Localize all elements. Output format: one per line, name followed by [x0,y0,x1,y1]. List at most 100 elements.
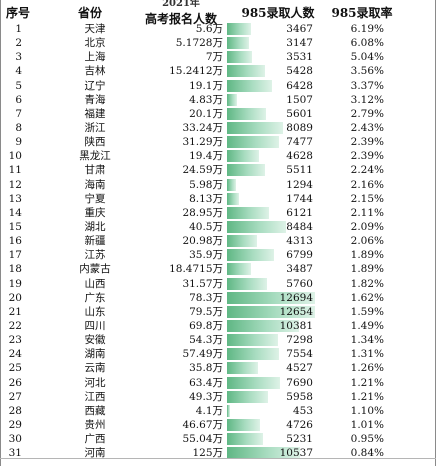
table-row: 31 河南 125万 10537 0.84% [0,446,436,460]
row-admit-bar [227,263,315,276]
row-exam-count: 4.83万 [189,93,223,106]
row-province: 广西 [84,433,106,446]
row-985-rate: 3.12% [350,93,384,106]
row-admit-bar [227,164,315,177]
row-seq: 27 [8,390,22,403]
row-seq: 18 [8,263,22,276]
row-seq: 21 [8,305,22,318]
row-admit-bar [227,249,315,262]
row-seq: 1 [15,23,22,35]
table-row: 6 青海 4.83万 1507 3.12% [0,93,436,107]
row-seq: 6 [15,93,22,106]
row-exam-count: 20.98万 [182,235,223,248]
row-admit-bar [227,390,315,403]
row-985-rate: 2.15% [350,192,384,205]
row-seq: 17 [8,249,22,262]
row-985-rate: 1.10% [350,404,384,417]
row-985-admit: 7554 [286,348,313,361]
row-985-admit: 1507 [286,93,313,106]
row-985-rate: 2.06% [350,235,384,248]
row-985-rate: 6.08% [350,37,384,50]
table-row: 28 西藏 4.1万 453 1.10% [0,404,436,418]
row-985-admit: 8484 [286,220,313,233]
row-exam-count: 31.57万 [182,277,223,290]
row-exam-count: 63.4万 [189,376,223,389]
row-985-rate: 5.04% [350,51,384,64]
row-province: 湖北 [84,220,106,233]
table-row: 10 黑龙江 19.4万 4628 2.39% [0,149,436,163]
row-exam-count: 7万 [205,51,223,64]
row-admit-bar [227,235,315,248]
table-row: 15 湖北 40.5万 8484 2.09% [0,220,436,234]
row-exam-count: 78.3万 [189,291,223,304]
table-row: 25 云南 35.8万 4527 1.26% [0,361,436,375]
table-row: 3 上海 7万 3531 5.04% [0,50,436,64]
row-seq: 16 [8,235,22,248]
table-row: 21 山东 79.5万 12654 1.59% [0,305,436,319]
row-985-rate: 1.21% [350,390,384,403]
row-admit-bar [227,305,315,318]
row-seq: 11 [8,164,22,177]
row-seq: 19 [8,277,22,290]
row-admit-bar-fill [227,65,265,78]
table-row: 2 北京 5.1728万 3147 6.08% [0,36,436,50]
row-985-rate: 1.89% [350,249,384,262]
row-seq: 13 [8,192,22,205]
row-exam-count: 55.04万 [182,433,223,446]
row-seq: 4 [15,65,22,78]
row-985-rate: 0.84% [350,447,384,460]
row-admit-bar-fill [227,93,238,106]
row-985-rate: 3.37% [350,79,384,92]
row-exam-count: 125万 [192,447,223,460]
row-985-admit: 6121 [286,206,313,219]
table-row: 8 浙江 33.24万 8089 2.43% [0,121,436,135]
row-exam-count: 35.8万 [189,362,223,375]
row-admit-bar-fill [227,37,249,50]
row-985-admit: 3487 [286,263,313,276]
row-exam-count: 19.1万 [189,79,223,92]
row-985-admit: 3147 [286,37,313,50]
row-exam-count: 4.1万 [195,404,223,417]
row-admit-bar [227,178,315,191]
row-province: 湖南 [84,348,106,361]
row-exam-count: 28.95万 [182,206,223,219]
row-province: 宁夏 [84,192,106,205]
row-seq: 28 [8,404,22,417]
row-admit-bar-fill [227,79,272,92]
row-admit-bar [227,192,315,205]
row-admit-bar-fill [227,277,267,290]
row-985-admit: 10381 [279,319,313,332]
row-985-admit: 7690 [286,376,313,389]
row-province: 贵州 [84,418,106,431]
row-admit-bar [227,65,315,78]
row-admit-bar-fill [227,178,236,191]
row-985-admit: 6428 [286,79,313,92]
row-985-admit: 5601 [286,107,313,120]
row-985-rate: 2.16% [350,178,384,191]
table-row: 22 四川 69.8万 10381 1.49% [0,319,436,333]
row-admit-bar-fill [227,23,251,35]
row-admit-bar-fill [227,376,281,389]
row-admit-bar [227,291,315,304]
row-seq: 20 [8,291,22,304]
table-body: 1 天津 5.6万 3467 6.19% 2 北京 5.1728万 3147 6.08% 3 上海 7万… [0,22,436,460]
row-985-admit: 6799 [286,249,313,262]
row-exam-count: 5.1728万 [175,37,223,50]
row-admit-bar-fill [227,404,231,417]
row-admit-bar-fill [227,418,260,431]
row-admit-bar-fill [227,334,278,347]
row-province: 陕西 [84,136,106,149]
row-seq: 12 [8,178,22,191]
row-admit-bar [227,433,315,446]
row-admit-bar [227,136,315,149]
row-admit-bar [227,93,315,106]
row-admit-bar [227,121,315,134]
header-exam-count: 高考报名人数 [144,12,217,26]
row-exam-count: 24.59万 [182,164,223,177]
row-985-rate: 2.09% [350,220,384,233]
table-row: 5 辽宁 19.1万 6428 3.37% [0,79,436,93]
row-985-rate: 1.62% [350,291,384,304]
row-exam-count: 5.6万 [195,23,223,35]
row-exam-count: 79.5万 [189,305,223,318]
